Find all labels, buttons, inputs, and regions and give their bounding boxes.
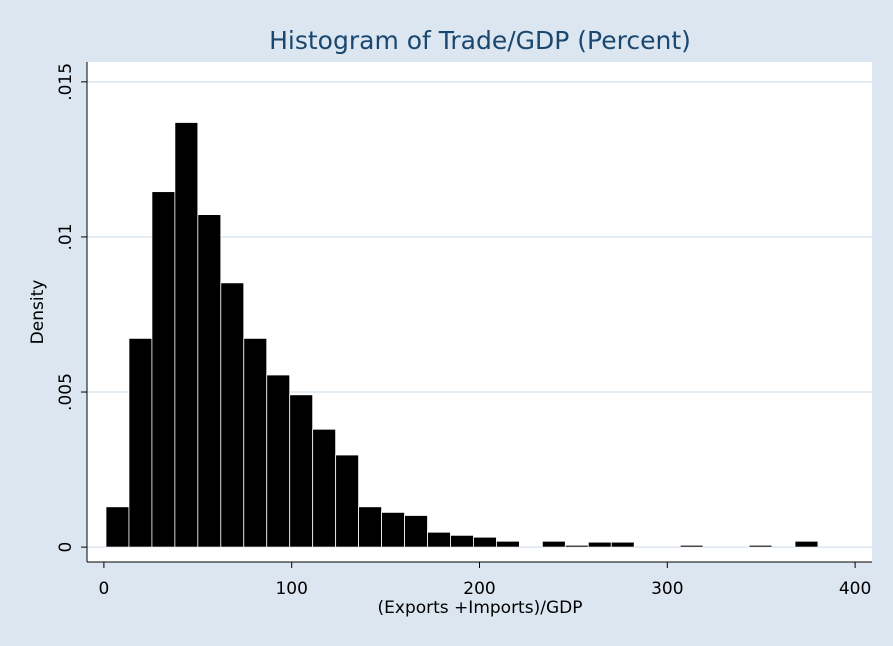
bar [220,282,245,548]
chart-title: Histogram of Trade/GDP (Percent) [269,26,691,55]
x-axis-label: (Exports +Imports)/GDP [378,598,583,618]
bar [564,544,589,548]
bar [450,534,474,548]
bar [174,122,199,548]
x-tick-label: 300 [651,579,683,599]
bar [427,531,451,548]
y-tick-label: .015 [56,63,76,101]
bar [541,540,566,548]
bar [197,214,222,548]
bar [496,540,520,548]
x-tick-label: 100 [275,579,307,599]
bar [404,515,428,548]
bar [473,536,497,548]
bar [381,511,405,548]
bar [587,541,612,548]
bar [289,394,314,548]
x-tick-label: 0 [98,579,109,599]
bar [358,506,382,548]
bar [748,544,773,548]
y-tick-label: .01 [56,223,76,250]
bar [794,540,819,548]
bar [243,337,268,548]
y-tick-label: 0 [56,542,76,553]
bar [105,506,130,548]
bar [335,454,360,548]
bar [151,191,176,548]
bar [610,541,635,548]
x-tick-label: 200 [463,579,495,599]
bar [679,544,704,548]
y-tick-label: .005 [56,373,76,411]
bar [266,374,291,548]
y-axis-label: Density [28,280,48,345]
x-tick-label: 400 [839,579,871,599]
bar [312,428,337,548]
bar [128,337,153,548]
